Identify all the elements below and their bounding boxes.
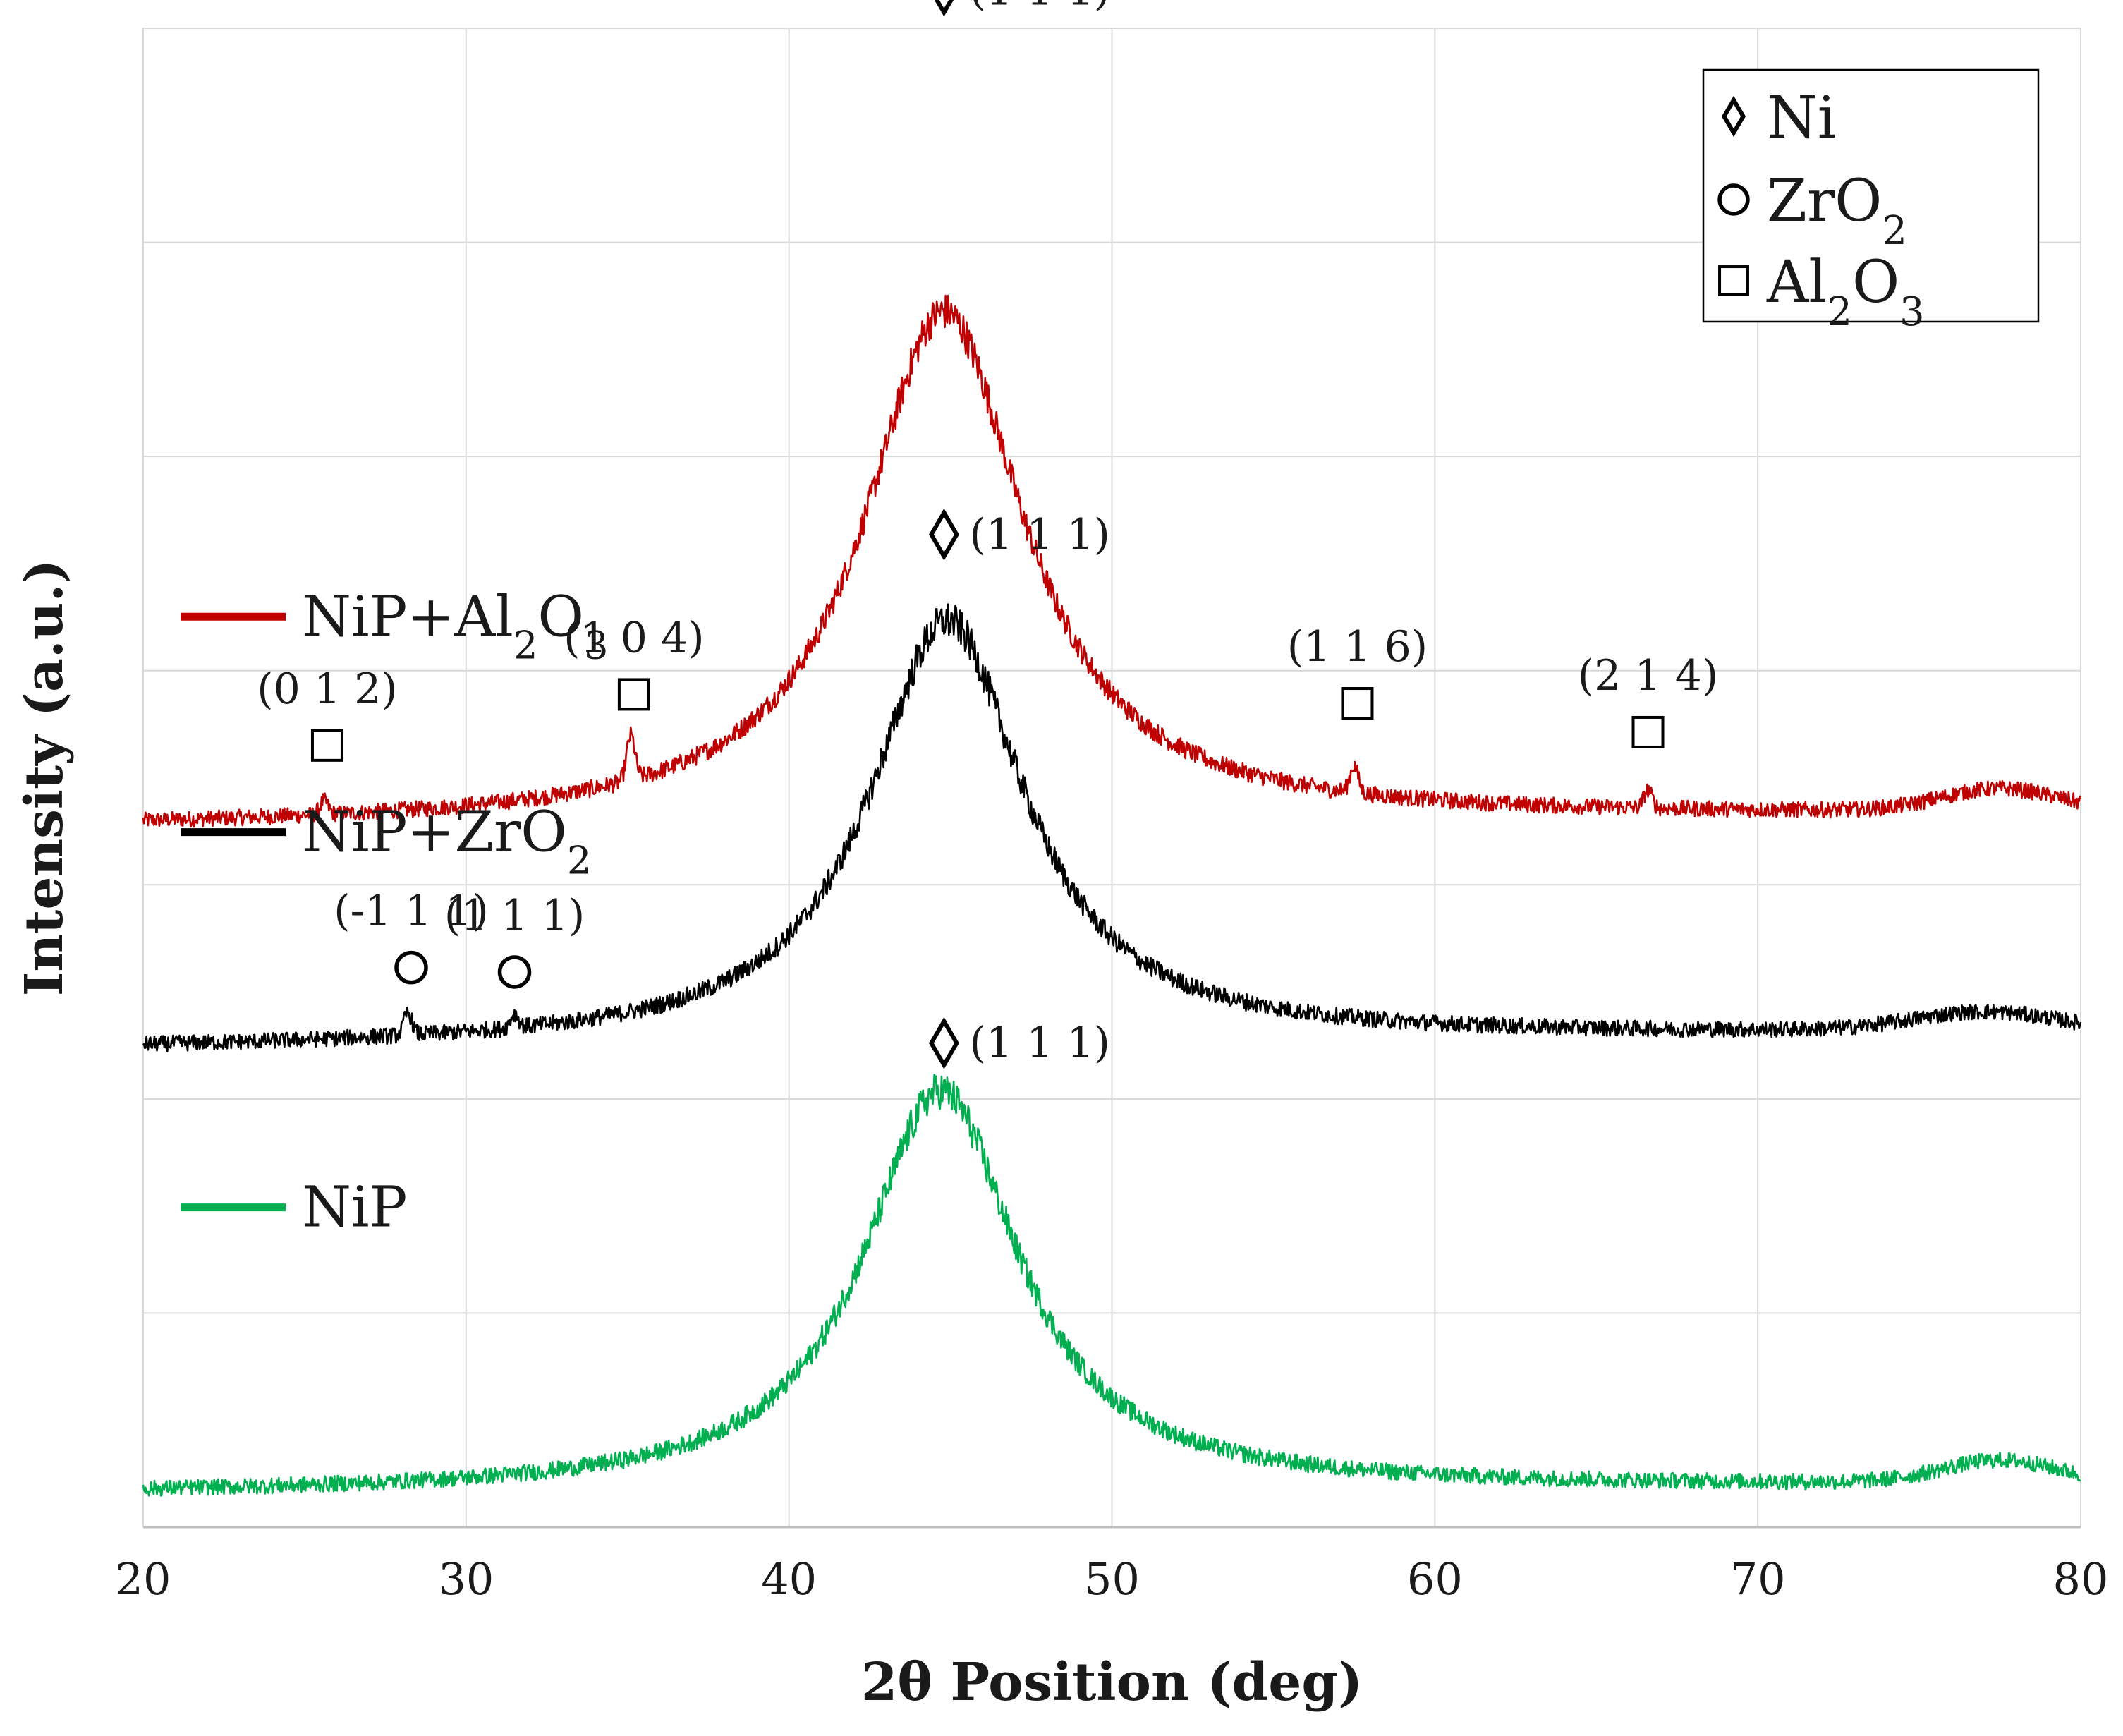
y-axis-title: Intensity (a.u.) [14,559,75,997]
peak-label: (1 1 6) [1287,622,1428,672]
square-marker [617,678,650,711]
x-tick-label: 70 [1730,1553,1786,1605]
circle-marker [497,955,532,989]
legend-entry-label: Al2O3 [1766,249,1925,335]
series-label: NiP [302,1174,407,1240]
series-labels: NiP+Al2O3 NiP+ZrO2 NiP [181,583,609,1240]
x-tick-label: 60 [1407,1553,1463,1605]
square-marker [1341,687,1374,720]
square-marker [1718,265,1749,296]
circle-marker [394,950,428,985]
series-lines [142,294,2082,1497]
x-tick-label: 20 [116,1553,171,1605]
x-tick-label: 40 [761,1553,817,1605]
axes: 20 30 40 50 60 70 80 [116,1526,2109,1605]
peak-label: (0 1 2) [257,664,397,714]
legend-entry-label: ZrO2 [1767,168,1907,254]
peak-label: (-1 1 1) [334,887,489,936]
peak-label: (2 1 4) [1578,651,1718,700]
legend-box [1702,68,2040,323]
peak-label: (1 1 1) [969,0,1109,15]
x-tick-label: 80 [2053,1553,2109,1605]
circle-marker [1717,183,1750,216]
peak-label: (1 1 1) [969,510,1109,559]
series-line-nip [142,1074,2081,1497]
series-line-nip-zro2 [142,603,2082,1052]
series-label: NiP+Al2O3 [302,583,609,667]
peak-label: (1 0 4) [564,613,704,662]
square-marker [1631,715,1665,748]
x-tick-label: 50 [1084,1553,1140,1605]
x-tick-label: 30 [438,1553,494,1605]
series-label: NiP+ZrO2 [302,799,591,883]
series-line-nip-al2o3 [142,294,2082,828]
diamond-marker [928,508,959,561]
diamond-marker [928,1016,959,1069]
diamond-marker [934,0,954,17]
legend-entry-label: Ni [1767,85,1836,152]
annotations: (1 1 1) (0 1 2) (1 0 4) (1 1 6) (2 1 4) (1 1 … [257,0,1718,1069]
peak-label: (1 1 1) [444,891,585,940]
x-axis-title: 2θ Position (deg) [861,1652,1363,1713]
square-marker [310,729,343,762]
peak-label: (1 1 1) [969,1019,1109,1068]
diamond-marker [1722,95,1746,138]
